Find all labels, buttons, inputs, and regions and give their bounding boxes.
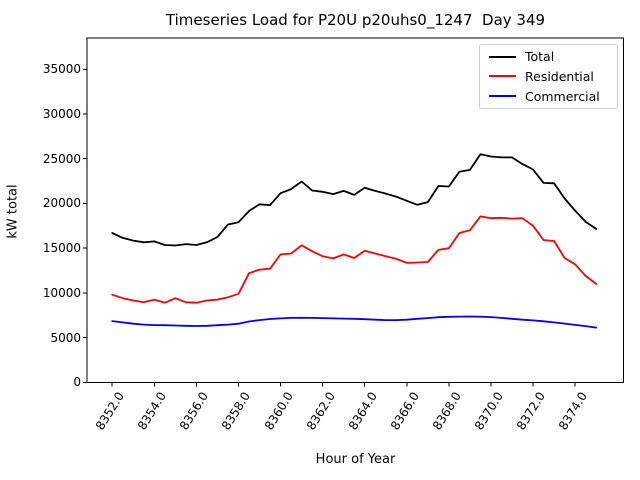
total-line <box>111 153 597 247</box>
axes-frame <box>86 37 624 383</box>
legend-item-total: Total <box>480 47 617 66</box>
commercial-line <box>111 315 597 329</box>
y-tick-label: 15000 <box>42 241 81 256</box>
residential-line-swatch <box>489 75 516 78</box>
legend-label-total: Total <box>525 49 555 65</box>
legend-label-residential: Residential <box>525 68 594 84</box>
y-tick-label: 35000 <box>42 62 81 77</box>
legend-item-commercial: Commercial <box>480 87 617 106</box>
total-line-swatch <box>489 55 516 58</box>
y-tick-label: 30000 <box>42 107 81 121</box>
y-tick-label: 5000 <box>50 330 81 345</box>
y-axis-label: kW total <box>5 184 21 239</box>
residential-line <box>111 215 597 304</box>
y-tick-label: 10000 <box>42 285 81 300</box>
legend-label-commercial: Commercial <box>525 88 600 104</box>
x-axis-label: Hour of Year <box>315 452 396 467</box>
legend-item-residential: Residential <box>480 67 617 86</box>
commercial-line-swatch <box>489 95 516 98</box>
y-tick-label: 20000 <box>42 196 81 211</box>
legend: Total Residential Commercial <box>479 44 618 109</box>
y-tick-label: 0 <box>73 375 81 390</box>
x-tick-label: 8374.0 <box>556 389 591 433</box>
y-tick-label: 25000 <box>42 151 81 166</box>
chart-title: Timeseries Load for P20U p20uhs0_1247 Da… <box>165 11 546 29</box>
